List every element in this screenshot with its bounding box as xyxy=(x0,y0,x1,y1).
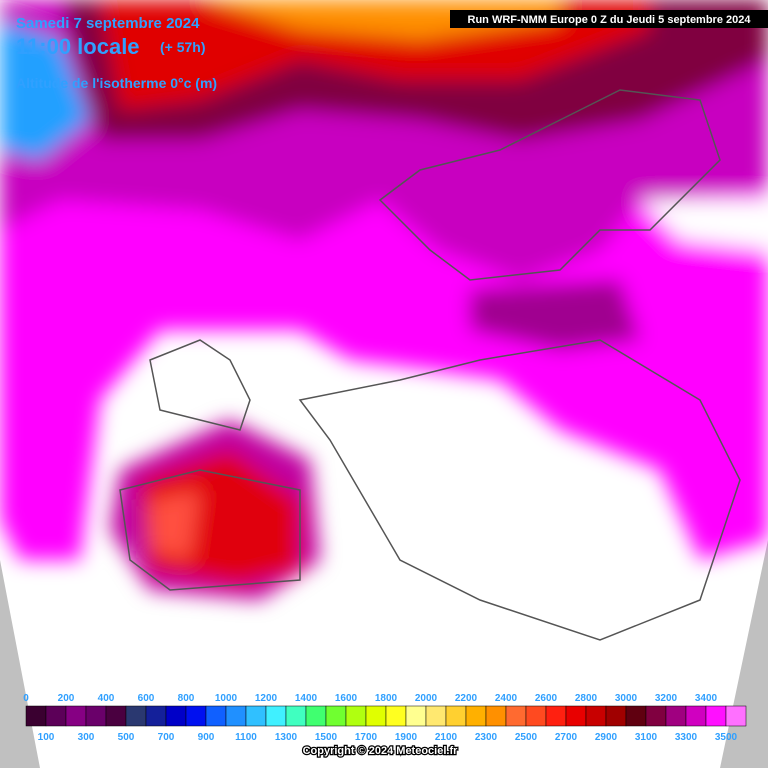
legend-swatch xyxy=(305,705,327,727)
legend-swatch xyxy=(125,705,147,727)
legend-top-label: 1400 xyxy=(295,693,318,704)
legend-swatch xyxy=(465,705,487,727)
legend-bottom-label: 2500 xyxy=(515,732,538,743)
legend-swatch xyxy=(185,705,207,727)
legend-top-label: 3400 xyxy=(695,693,718,704)
legend-swatch xyxy=(265,705,287,727)
date: Samedi 7 septembre 2024 xyxy=(16,15,200,32)
legend-swatch xyxy=(345,705,367,727)
legend-swatch xyxy=(545,705,567,727)
legend-top-label: 2600 xyxy=(535,693,558,704)
legend-top-label: 3000 xyxy=(615,693,638,704)
copyright: Copyright © 2024 Meteociel.fr xyxy=(303,745,459,757)
legend-swatch xyxy=(365,705,387,727)
legend-top-label: 0 xyxy=(23,693,29,704)
legend-top-label: 1800 xyxy=(375,693,398,704)
legend-bottom-label: 100 xyxy=(38,732,55,743)
legend-top-label: 1000 xyxy=(215,693,238,704)
time: 11:00 locale xyxy=(16,34,140,59)
legend-swatch xyxy=(425,705,447,727)
legend-swatch xyxy=(445,705,467,727)
legend-swatch xyxy=(605,705,627,727)
legend-bottom-label: 700 xyxy=(158,732,175,743)
legend-swatch xyxy=(165,705,187,727)
legend-top-label: 400 xyxy=(98,693,115,704)
legend-bottom-label: 1300 xyxy=(275,732,298,743)
field xyxy=(0,0,768,600)
legend-swatch xyxy=(725,705,747,727)
legend-swatch xyxy=(205,705,227,727)
legend-bottom-label: 2700 xyxy=(555,732,578,743)
legend-bottom-label: 300 xyxy=(78,732,95,743)
legend-top-label: 2400 xyxy=(495,693,518,704)
run-info: Run WRF-NMM Europe 0 Z du Jeudi 5 septem… xyxy=(468,14,752,26)
legend-swatch xyxy=(145,705,167,727)
legend-bottom-label: 3500 xyxy=(715,732,738,743)
legend-swatch xyxy=(625,705,647,727)
lead-time: (+ 57h) xyxy=(160,39,206,55)
legend-top-label: 3200 xyxy=(655,693,678,704)
legend-top-label: 2000 xyxy=(415,693,438,704)
legend-swatch xyxy=(25,705,47,727)
legend-bottom-label: 1500 xyxy=(315,732,338,743)
parameter: Altitude de l'isotherme 0°c (m) xyxy=(16,75,217,91)
legend-swatch xyxy=(45,705,67,727)
legend-swatch xyxy=(225,705,247,727)
legend-top-label: 1200 xyxy=(255,693,278,704)
legend-swatch xyxy=(705,705,727,727)
run-banner xyxy=(450,10,768,28)
legend-swatch xyxy=(505,705,527,727)
legend-swatch xyxy=(65,705,87,727)
legend-top-label: 200 xyxy=(58,693,75,704)
legend-bottom-label: 3100 xyxy=(635,732,658,743)
legend-swatch xyxy=(385,705,407,727)
legend-swatch xyxy=(665,705,687,727)
legend-bottom-label: 900 xyxy=(198,732,215,743)
legend-bottom-label: 2100 xyxy=(435,732,458,743)
legend-bottom-label: 2300 xyxy=(475,732,498,743)
legend-top-label: 2200 xyxy=(455,693,478,704)
legend-top-label: 1600 xyxy=(335,693,358,704)
legend-swatch xyxy=(645,705,667,727)
legend-swatch xyxy=(585,705,607,727)
legend-swatch xyxy=(565,705,587,727)
legend-bottom-label: 500 xyxy=(118,732,135,743)
legend-swatch xyxy=(105,705,127,727)
legend-bottom-label: 3300 xyxy=(675,732,698,743)
legend-swatch xyxy=(85,705,107,727)
legend-swatch xyxy=(485,705,507,727)
legend-bottom-label: 1100 xyxy=(235,732,257,743)
coastlines xyxy=(119,89,741,641)
legend-swatch xyxy=(325,705,347,727)
legend-top-label: 600 xyxy=(138,693,155,704)
legend-top-label: 2800 xyxy=(575,693,598,704)
legend-bottom-label: 2900 xyxy=(595,732,618,743)
legend-swatch xyxy=(405,705,427,727)
legend-swatch xyxy=(245,705,267,727)
legend-bottom-label: 1900 xyxy=(395,732,418,743)
legend-swatch xyxy=(285,705,307,727)
legend-top-label: 800 xyxy=(178,693,195,704)
legend-swatch xyxy=(525,705,547,727)
legend-bottom-label: 1700 xyxy=(355,732,378,743)
legend-swatch xyxy=(685,705,707,727)
legend: 0 200 400 600 800 1000 1200 1400 1600 1800 2000 220… xyxy=(23,693,747,743)
